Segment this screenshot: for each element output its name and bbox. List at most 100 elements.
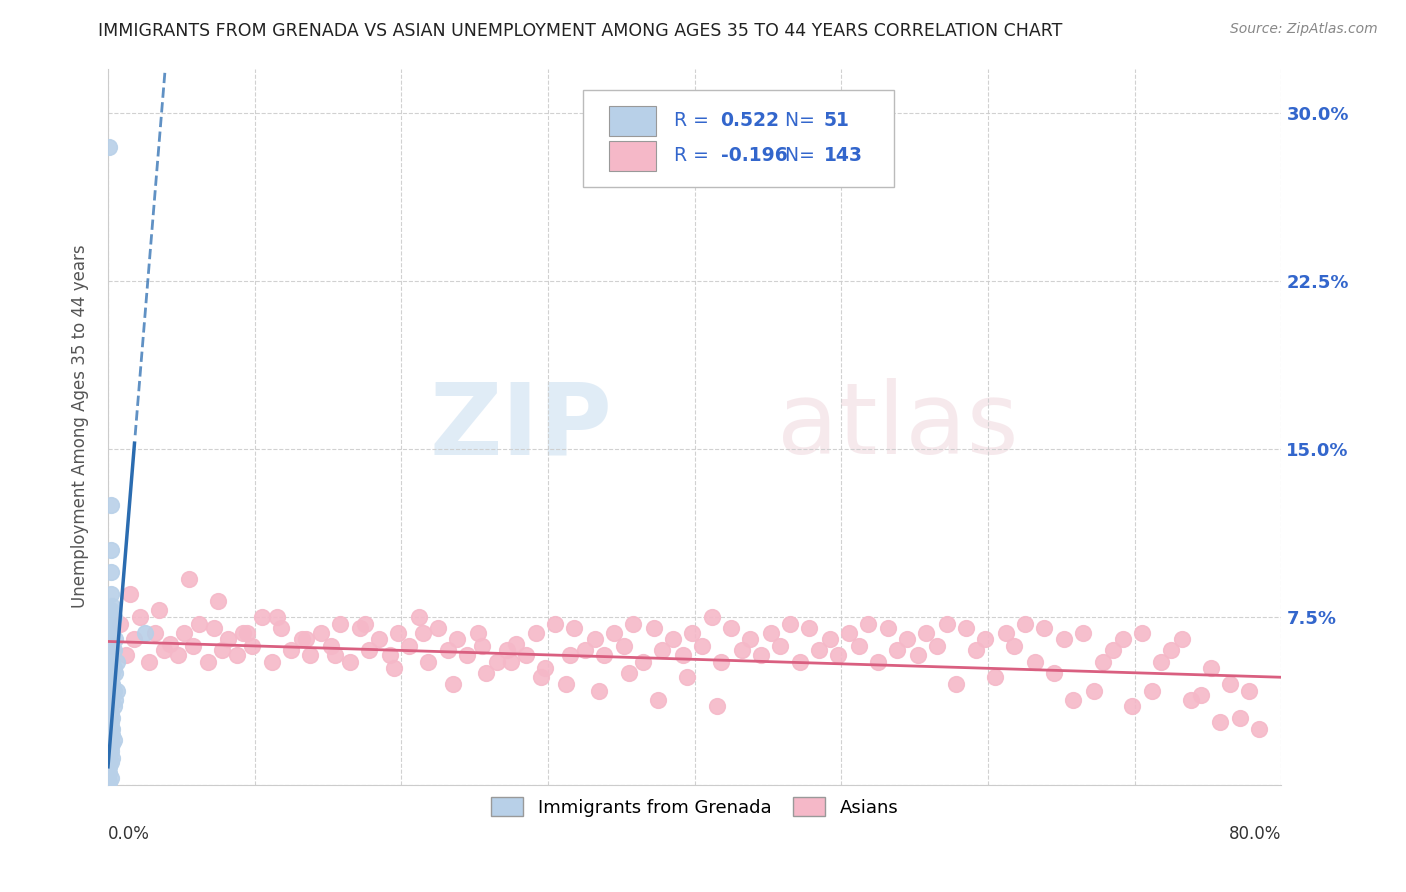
Point (240, 639, 263, 653)
Point (1004, 639, 1026, 653)
Point (98, 677, 121, 691)
Point (98, 766, 121, 780)
Point (1053, 632, 1076, 647)
Point (387, 625, 409, 640)
Point (530, 670, 553, 684)
Text: atlas: atlas (778, 378, 1018, 475)
Point (299, 648, 322, 662)
Point (236, 625, 259, 640)
Text: Source: ZipAtlas.com: Source: ZipAtlas.com (1230, 22, 1378, 37)
Point (651, 643, 673, 657)
Point (100, 603, 122, 617)
Point (152, 643, 174, 657)
Point (100, 616, 122, 631)
Point (907, 648, 929, 662)
Point (148, 603, 170, 617)
Point (856, 616, 879, 631)
Point (100, 738, 122, 752)
Point (955, 621, 977, 635)
Point (382, 661, 405, 675)
Point (441, 677, 464, 691)
Point (1150, 655, 1173, 669)
Point (101, 722, 124, 736)
Point (427, 621, 450, 635)
Point (211, 643, 233, 657)
Point (1024, 655, 1046, 669)
Bar (609, 106, 657, 136)
Text: 143: 143 (824, 146, 863, 165)
Text: N=: N= (785, 112, 821, 130)
Point (1189, 688, 1212, 702)
Point (98, 760, 121, 774)
Point (617, 665, 640, 680)
Point (173, 625, 195, 640)
Point (1014, 616, 1036, 631)
Point (270, 621, 292, 635)
Point (105, 683, 128, 698)
Point (647, 692, 669, 706)
Point (309, 625, 332, 640)
Point (437, 643, 460, 657)
Point (100, 714, 122, 729)
Text: 80.0%: 80.0% (1229, 825, 1281, 843)
Point (98, 733, 121, 747)
Point (965, 643, 987, 657)
Point (471, 639, 494, 653)
Point (100, 744, 122, 758)
Point (1043, 665, 1066, 680)
Point (100, 587, 122, 601)
Point (329, 616, 352, 631)
Point (217, 632, 239, 647)
Point (915, 625, 938, 640)
Point (1112, 632, 1135, 647)
Text: 51: 51 (824, 112, 849, 130)
Point (349, 621, 371, 635)
Point (534, 661, 557, 675)
Point (554, 677, 576, 691)
Point (643, 621, 665, 635)
Point (291, 632, 314, 647)
Point (475, 665, 498, 680)
Point (124, 632, 146, 647)
Point (416, 655, 439, 669)
Point (456, 648, 478, 662)
Point (994, 625, 1017, 640)
Point (129, 610, 152, 624)
Point (101, 655, 124, 669)
Text: -0.196: -0.196 (720, 146, 787, 165)
Point (1180, 692, 1202, 706)
Point (621, 616, 644, 631)
Bar (609, 141, 657, 171)
Point (98, 699, 121, 714)
Point (789, 655, 811, 669)
Point (661, 632, 683, 647)
Point (515, 648, 537, 662)
Point (100, 692, 122, 706)
Point (1091, 655, 1114, 669)
Point (485, 655, 508, 669)
Point (974, 632, 997, 647)
Point (1199, 661, 1222, 675)
Point (103, 610, 125, 624)
Point (412, 625, 434, 640)
Point (672, 648, 695, 662)
Point (98, 710, 121, 724)
Point (101, 710, 124, 724)
Point (544, 616, 567, 631)
Point (613, 639, 636, 653)
Point (353, 616, 375, 631)
Point (501, 655, 523, 669)
Point (1121, 699, 1143, 714)
Point (108, 616, 131, 631)
Point (408, 610, 430, 624)
Point (280, 643, 302, 657)
Legend: Immigrants from Grenada, Asians: Immigrants from Grenada, Asians (482, 789, 908, 826)
Point (592, 648, 614, 662)
Point (749, 648, 772, 662)
Point (143, 625, 166, 640)
Point (98, 688, 121, 702)
Text: 0.0%: 0.0% (108, 825, 150, 843)
Point (101, 599, 124, 613)
Text: IMMIGRANTS FROM GRENADA VS ASIAN UNEMPLOYMENT AMONG AGES 35 TO 44 YEARS CORRELAT: IMMIGRANTS FROM GRENADA VS ASIAN UNEMPLO… (98, 22, 1063, 40)
Point (1229, 710, 1251, 724)
